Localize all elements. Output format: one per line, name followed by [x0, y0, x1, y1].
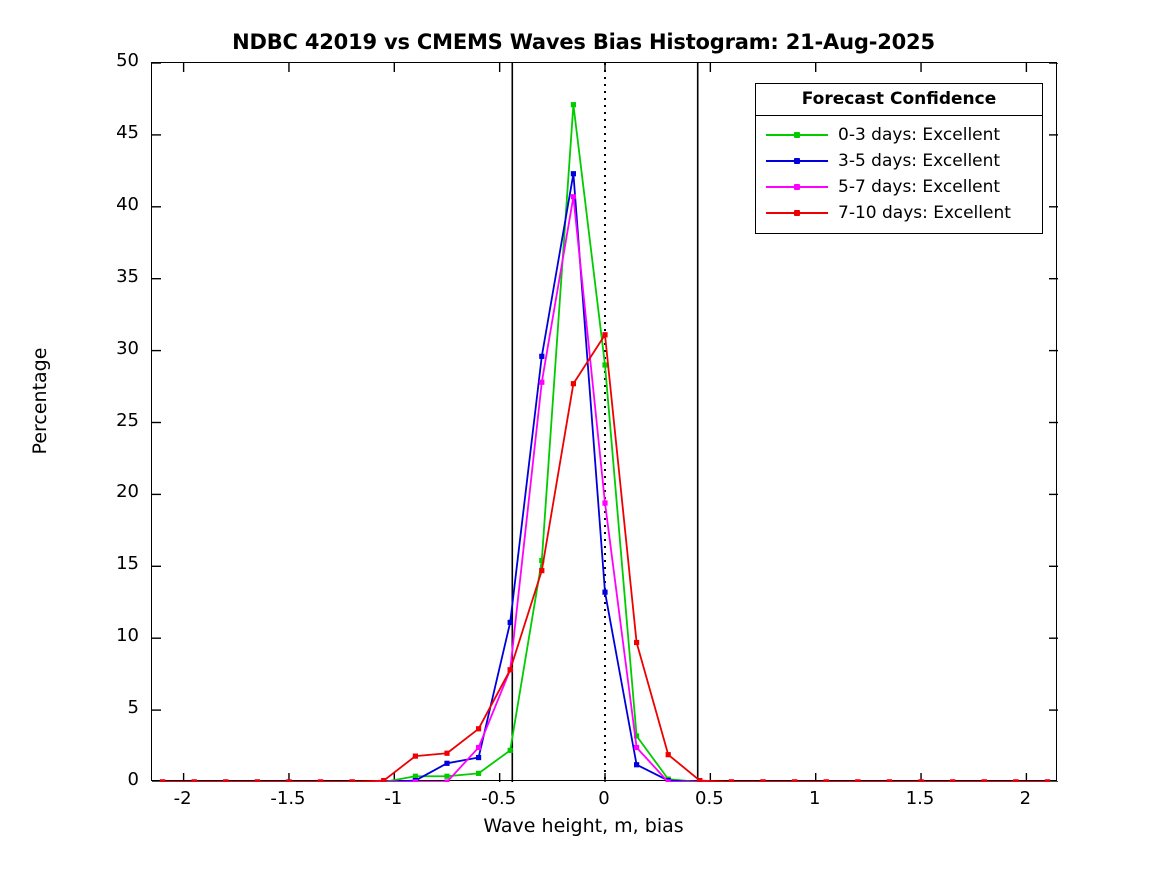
x-axis-label: Wave height, m, bias [483, 815, 684, 837]
series-marker-3-5 [317, 779, 324, 782]
y-tick-label-5: 25 [116, 409, 139, 431]
series-marker-0-14 [602, 362, 608, 368]
series-marker-1-14 [602, 589, 608, 595]
series-marker-3-12 [539, 568, 545, 574]
series-marker-3-15 [634, 639, 640, 646]
legend-label-3: 7-10 days: Excellent [838, 203, 1011, 223]
series-marker-3-24 [918, 779, 924, 782]
series-marker-3-10 [475, 726, 482, 732]
series-marker-1-11 [507, 619, 513, 625]
plot-svg [152, 63, 1058, 782]
x-tick-label-3: -0.5 [481, 788, 517, 809]
series-marker-2-10 [475, 744, 482, 751]
series-marker-3-3 [254, 779, 260, 782]
y-tick-label-8: 40 [116, 193, 139, 215]
series-marker-3-22 [855, 779, 861, 782]
series-marker-1-9 [444, 760, 450, 766]
series-marker-1-12 [539, 353, 545, 359]
y-tick-label-9: 45 [116, 121, 139, 143]
series-marker-1-15 [634, 762, 640, 768]
legend-marker-0 [794, 132, 800, 138]
series-marker-3-21 [823, 779, 829, 782]
legend-marker-2 [794, 184, 800, 190]
series-marker-2-16 [665, 779, 671, 782]
series-marker-3-20 [792, 779, 798, 782]
y-tick-label-6: 30 [116, 337, 139, 359]
series-marker-2-13 [570, 194, 576, 200]
legend: Forecast Confidence 0-3 days: Excellent 3… [755, 83, 1043, 234]
x-tick-label-1: -1.5 [270, 788, 306, 809]
series-marker-1-10 [475, 754, 482, 761]
series-marker-3-14 [602, 332, 608, 338]
series-marker-3-4 [286, 779, 292, 782]
series-marker-1-13 [570, 171, 576, 177]
legend-label-2: 5-7 days: Excellent [838, 177, 1001, 197]
series-marker-0-15 [634, 733, 640, 739]
series-marker-2-14 [602, 500, 608, 506]
legend-item-3[interactable]: 7-10 days: Excellent [756, 200, 1042, 226]
legend-swatch-icon-3 [766, 206, 828, 220]
series-marker-2-15 [634, 744, 640, 751]
y-tick-label-3: 15 [116, 553, 139, 575]
series-marker-3-23 [886, 779, 893, 782]
series-marker-0-13 [570, 102, 576, 108]
legend-title: Forecast Confidence [756, 84, 1042, 116]
series-marker-3-18 [728, 779, 735, 782]
legend-swatch-icon-1 [766, 154, 828, 168]
series-marker-3-28 [1044, 779, 1051, 782]
legend-swatch-icon-0 [766, 128, 828, 142]
series-marker-0-11 [507, 747, 513, 753]
legend-item-2[interactable]: 5-7 days: Excellent [756, 174, 1042, 200]
series-marker-0-8 [412, 773, 418, 779]
series-marker-3-25 [950, 779, 956, 782]
legend-entries: 0-3 days: Excellent 3-5 days: Excellent 5-… [756, 116, 1042, 233]
y-tick-label-0: 0 [127, 769, 139, 790]
y-tick-label-10: 50 [116, 50, 139, 71]
series-marker-3-2 [223, 779, 229, 782]
series-marker-0-10 [475, 770, 482, 776]
legend-swatch-icon-2 [766, 180, 828, 194]
x-tick-label-5: 0.5 [695, 788, 724, 809]
x-tick-label-7: 1.5 [905, 788, 935, 809]
series-marker-3-1 [191, 779, 197, 782]
y-tick-label-1: 5 [127, 697, 139, 719]
series-marker-3-17 [697, 777, 703, 782]
legend-label-1: 3-5 days: Excellent [838, 151, 1001, 171]
x-tick-label-4: 0 [598, 788, 610, 809]
series-marker-3-0 [159, 779, 166, 782]
legend-label-0: 0-3 days: Excellent [838, 125, 1001, 145]
y-tick-label-2: 10 [116, 625, 139, 647]
series-marker-2-9 [444, 779, 450, 782]
x-tick-label-8: 2 [1019, 788, 1032, 809]
y-tick-label-7: 35 [116, 265, 139, 287]
y-axis-label: Percentage [29, 347, 51, 455]
series-marker-3-6 [349, 779, 355, 782]
series-marker-2-12 [539, 379, 545, 385]
y-tick-label-4: 20 [116, 481, 139, 503]
series-marker-3-19 [760, 779, 766, 782]
series-marker-3-26 [981, 779, 987, 782]
series-marker-3-9 [444, 750, 450, 756]
series-marker-3-13 [570, 381, 576, 387]
legend-item-1[interactable]: 3-5 days: Excellent [756, 148, 1042, 174]
series-marker-3-7 [381, 777, 387, 782]
legend-item-0[interactable]: 0-3 days: Excellent [756, 122, 1042, 148]
series-marker-3-16 [665, 752, 671, 758]
legend-marker-1 [794, 158, 800, 164]
x-tick-label-0: -2 [173, 788, 192, 809]
series-marker-3-8 [412, 753, 418, 759]
chart-title: NDBC 42019 vs CMEMS Waves Bias Histogram… [232, 30, 935, 54]
series-marker-0-12 [539, 557, 545, 564]
x-tick-label-2: -1 [384, 788, 403, 809]
x-tick-label-6: 1 [808, 788, 821, 809]
series-marker-3-11 [507, 667, 513, 673]
series-marker-2-8 [412, 779, 418, 782]
legend-marker-3 [794, 210, 800, 216]
series-marker-3-27 [1013, 779, 1019, 782]
series-marker-0-9 [444, 773, 450, 779]
